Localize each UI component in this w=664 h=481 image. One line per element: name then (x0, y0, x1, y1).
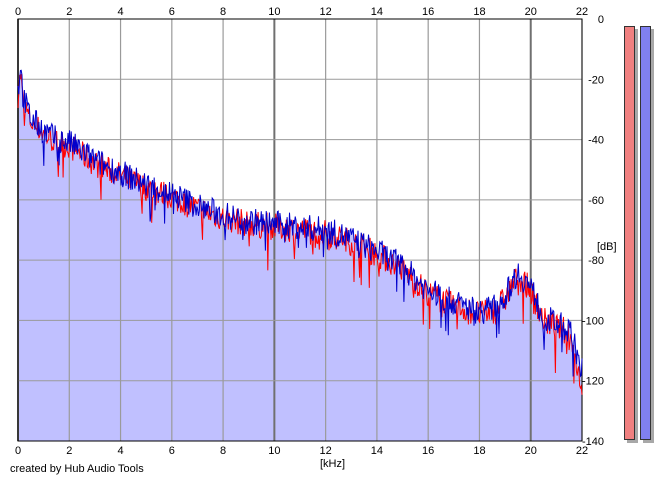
x-tick-label-bottom: 0 (15, 445, 21, 457)
x-tick-label-top: 8 (220, 6, 226, 18)
y-tick-label: -20 (588, 74, 604, 86)
level-meter-right (640, 26, 651, 440)
x-axis-unit-label: [kHz] (320, 458, 346, 470)
level-meter-left (624, 26, 635, 440)
x-tick-label-top: 4 (117, 6, 123, 18)
spectrum-area-fill (18, 70, 582, 442)
y-tick-label: 0 (598, 14, 604, 26)
x-tick-label-bottom: 8 (220, 445, 226, 457)
x-tick-label-top: 20 (525, 6, 537, 18)
x-tick-label-top: 14 (371, 6, 383, 18)
plot-frame (17, 18, 583, 442)
x-tick-label-bottom: 18 (473, 445, 485, 457)
x-tick-label-top: 18 (473, 6, 485, 18)
x-tick-label-bottom: 2 (66, 445, 72, 457)
x-tick-label-bottom: 20 (525, 445, 537, 457)
y-tick-label: -140 (582, 436, 604, 448)
x-tick-label-bottom: 14 (371, 445, 383, 457)
y-tick-label: -100 (582, 315, 604, 327)
x-tick-label-top: 10 (268, 6, 280, 18)
spectrum-lines-layer (17, 69, 583, 395)
y-tick-label: -40 (588, 135, 604, 147)
x-tick-label-top: 6 (169, 6, 175, 18)
spectrum-fill-layer (18, 70, 582, 442)
credit-text: created by Hub Audio Tools (10, 463, 144, 475)
y-tick-label: -120 (582, 376, 604, 388)
x-tick-label-top: 2 (66, 6, 72, 18)
y-axis-unit-label: [dB] (597, 241, 617, 253)
tick-labels-layer: 002244668810101212141416161818202022220-… (15, 6, 604, 457)
x-tick-label-bottom: 12 (320, 445, 332, 457)
x-tick-label-bottom: 10 (268, 445, 280, 457)
x-tick-label-top: 22 (576, 6, 588, 18)
x-tick-label-top: 16 (422, 6, 434, 18)
x-tick-label-bottom: 4 (117, 445, 123, 457)
y-tick-label: -60 (588, 195, 604, 207)
x-tick-label-bottom: 16 (422, 445, 434, 457)
x-tick-label-bottom: 6 (169, 445, 175, 457)
spectrum-line-right (17, 69, 583, 378)
x-tick-label-top: 0 (15, 6, 21, 18)
x-tick-label-bottom: 22 (576, 445, 588, 457)
y-tick-label: -80 (588, 255, 604, 267)
x-tick-label-top: 12 (320, 6, 332, 18)
